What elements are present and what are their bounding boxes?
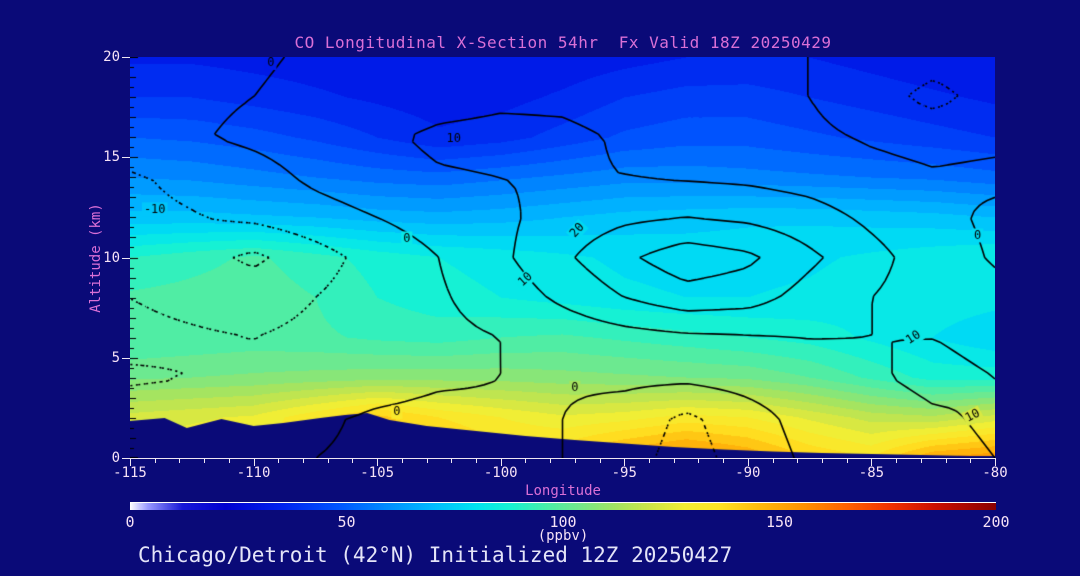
- colorbar-tick-label: 200: [982, 513, 1010, 531]
- x-minor-tick: [179, 458, 181, 463]
- x-tick-label: -85: [858, 465, 885, 481]
- x-tick-label: -110: [236, 465, 271, 481]
- x-major-tick: [624, 458, 626, 466]
- x-tick-label: -95: [611, 465, 637, 481]
- y-major-tick: [122, 357, 130, 359]
- x-minor-tick: [278, 458, 280, 463]
- colorbar-units-label: (ppbv): [537, 528, 589, 544]
- x-tick-label: -90: [735, 465, 761, 481]
- x-minor-tick: [945, 458, 947, 463]
- y-major-tick: [122, 458, 130, 459]
- x-tick-label: -80: [982, 465, 1008, 481]
- x-major-tick: [253, 458, 255, 466]
- x-tick-label: -100: [483, 465, 518, 481]
- y-tick-label: 5: [111, 349, 120, 366]
- x-axis-line: [130, 458, 996, 459]
- x-minor-tick: [204, 458, 206, 463]
- x-minor-tick: [525, 458, 527, 463]
- x-minor-tick: [846, 458, 848, 463]
- colorbar-gradient: [130, 503, 996, 510]
- x-minor-tick: [154, 458, 156, 463]
- x-minor-tick: [649, 458, 650, 463]
- x-minor-tick: [574, 458, 576, 463]
- x-minor-tick: [476, 458, 477, 463]
- x-minor-tick: [599, 458, 601, 463]
- x-minor-tick: [797, 458, 799, 463]
- x-major-tick: [995, 458, 996, 466]
- colorbar-tick-label: 0: [125, 513, 135, 531]
- x-major-tick: [130, 458, 131, 466]
- x-axis-label: Longitude: [525, 483, 601, 499]
- x-minor-tick: [723, 458, 725, 463]
- x-minor-tick: [426, 458, 428, 463]
- x-major-tick: [747, 458, 749, 466]
- colorbar-tick-label: 50: [337, 513, 356, 531]
- x-minor-tick: [822, 458, 823, 463]
- y-tick-label: 0: [111, 450, 120, 466]
- x-tick-label: -105: [360, 465, 394, 481]
- x-minor-tick: [970, 458, 972, 463]
- colorbar-top-line: [130, 502, 996, 503]
- y-major-tick: [122, 157, 130, 159]
- x-minor-tick: [352, 458, 354, 463]
- y-major-tick: [122, 257, 130, 259]
- colorbar-tick-label: 100: [549, 513, 577, 531]
- y-tick-label: 10: [103, 249, 120, 266]
- x-minor-tick: [698, 458, 700, 463]
- contour-plot-canvas: [130, 57, 995, 458]
- y-tick-label: 20: [103, 49, 120, 65]
- x-minor-tick: [451, 458, 453, 463]
- x-minor-tick: [550, 458, 552, 463]
- x-minor-tick: [896, 458, 898, 463]
- x-major-tick: [871, 458, 873, 466]
- x-minor-tick: [772, 458, 774, 463]
- figure-caption: Chicago/Detroit (42°N) Initialized 12Z 2…: [138, 543, 733, 567]
- colorbar-tick-label: 150: [765, 513, 794, 531]
- y-major-tick: [122, 57, 130, 58]
- x-minor-tick: [303, 458, 304, 463]
- x-major-tick: [500, 458, 502, 466]
- x-minor-tick: [401, 458, 403, 463]
- x-minor-tick: [920, 458, 922, 463]
- x-minor-tick: [228, 458, 230, 463]
- x-tick-label: -115: [113, 465, 147, 481]
- x-major-tick: [377, 458, 379, 466]
- y-tick-label: 15: [103, 149, 120, 166]
- plot-title: CO Longitudinal X-Section 54hr Fx Valid …: [294, 33, 832, 52]
- x-minor-tick: [327, 458, 329, 463]
- x-minor-tick: [673, 458, 675, 463]
